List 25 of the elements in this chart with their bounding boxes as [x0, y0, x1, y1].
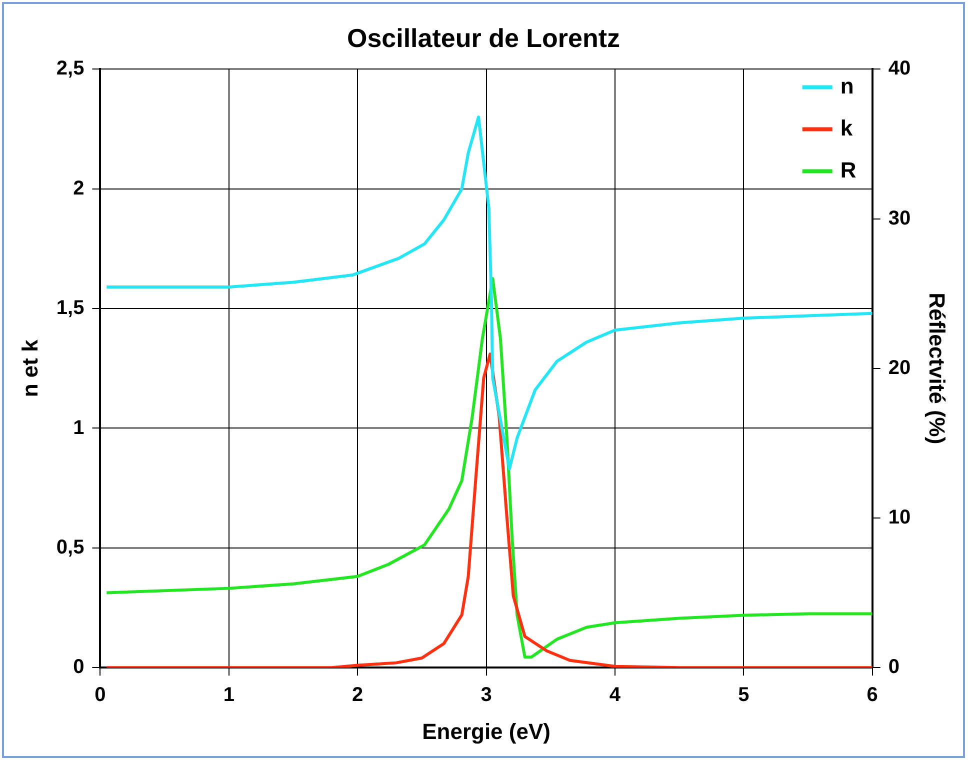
x-tick-label: 1 — [223, 684, 234, 706]
y2-tick-label: 0 — [888, 656, 900, 678]
x-tick-label: 6 — [866, 684, 878, 706]
legend-label: R — [840, 157, 856, 182]
x-tick-label: 2 — [352, 684, 364, 706]
x-axis-title: Energie (eV) — [422, 718, 550, 744]
y2-tick-label: 20 — [888, 356, 911, 379]
y2-tick-label: 10 — [888, 506, 911, 529]
x-tick-label: 4 — [609, 684, 622, 706]
y2-axis-title: Réflectvité (%) — [924, 292, 950, 444]
y-tick-label: 0 — [73, 656, 84, 678]
x-tick-label: 5 — [738, 684, 750, 706]
y-tick-label: 2 — [73, 177, 84, 200]
y-tick-label: 1 — [73, 416, 84, 439]
y-tick-label: 1,5 — [56, 297, 84, 320]
y-tick-label: 2,5 — [56, 58, 84, 80]
legend-label: n — [840, 73, 854, 98]
y2-tick-label: 40 — [888, 58, 911, 80]
chart-title: Oscillateur de Lorentz — [346, 22, 620, 53]
x-tick-label: 3 — [480, 684, 492, 706]
legend-label: k — [840, 115, 854, 140]
y-axis-title: n et k — [17, 338, 42, 398]
x-tick-label: 0 — [94, 684, 106, 706]
y-tick-label: 0,5 — [56, 536, 84, 558]
y2-tick-label: 30 — [888, 207, 911, 230]
